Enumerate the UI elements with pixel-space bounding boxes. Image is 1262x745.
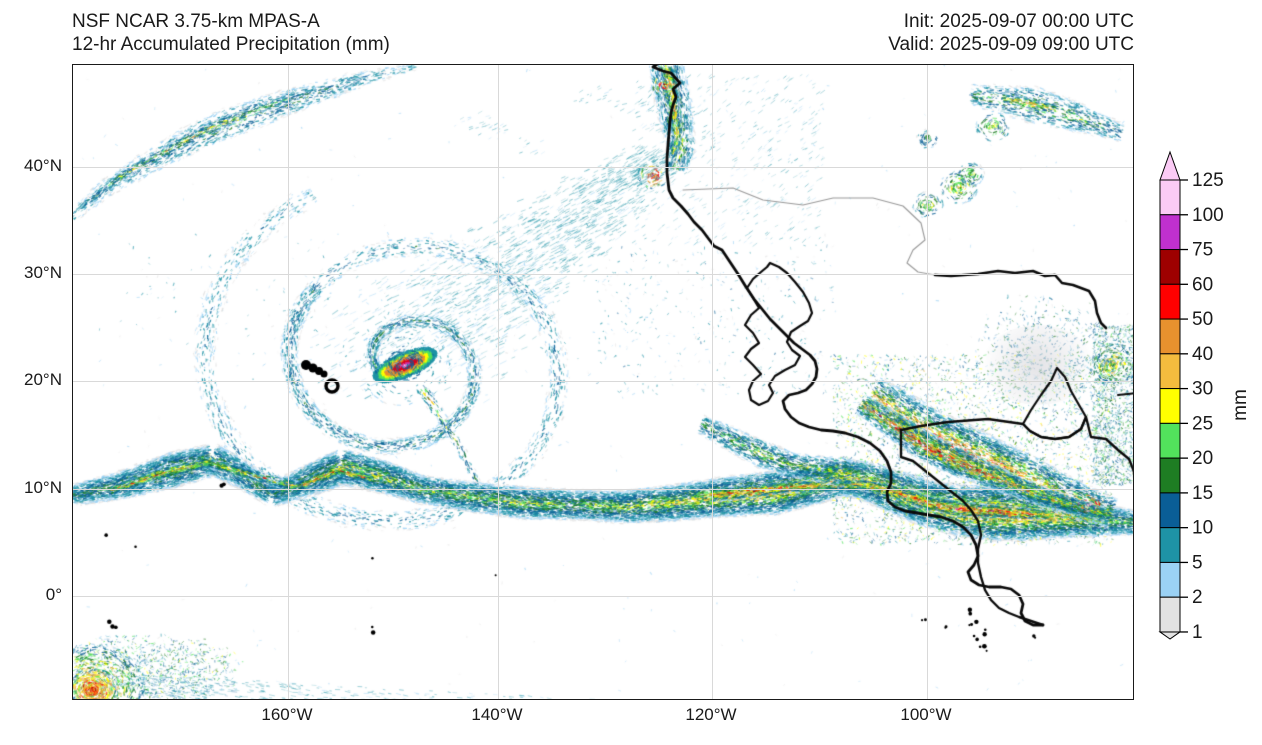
svg-text:25: 25: [1192, 413, 1213, 434]
svg-text:60: 60: [1192, 274, 1213, 295]
svg-text:40: 40: [1192, 344, 1213, 365]
svg-text:1: 1: [1192, 622, 1203, 643]
svg-text:mm: mm: [1230, 389, 1251, 421]
svg-text:75: 75: [1192, 240, 1213, 261]
svg-text:10: 10: [1192, 518, 1213, 539]
svg-text:50: 50: [1192, 309, 1213, 330]
svg-text:15: 15: [1192, 483, 1213, 504]
svg-text:2: 2: [1192, 587, 1203, 608]
svg-text:30: 30: [1192, 379, 1213, 400]
svg-text:100: 100: [1192, 205, 1224, 226]
svg-text:5: 5: [1192, 552, 1203, 573]
svg-text:20: 20: [1192, 448, 1213, 469]
svg-text:125: 125: [1192, 170, 1224, 191]
